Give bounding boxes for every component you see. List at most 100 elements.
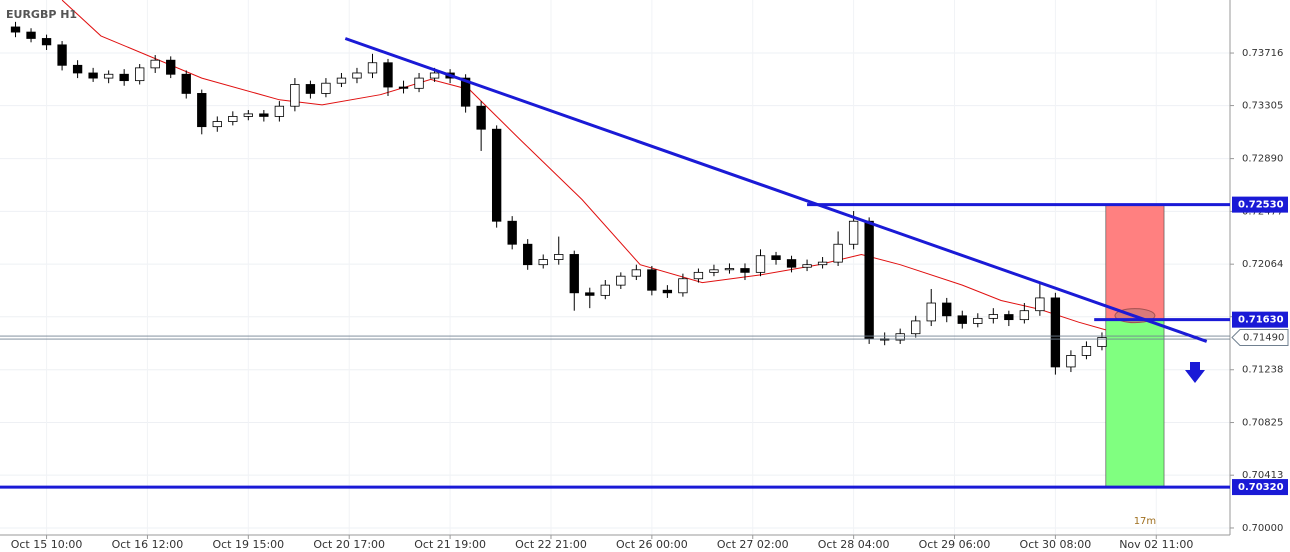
candle-body (1004, 314, 1014, 321)
candle-body (755, 255, 766, 273)
candle-body (786, 259, 797, 268)
candle-body (212, 121, 222, 128)
x-tick-label: Oct 29 06:00 (919, 538, 991, 551)
x-tick-label: Oct 30 08:00 (1020, 538, 1092, 551)
candle-body (10, 26, 21, 33)
level-label: 0.70320 (1238, 482, 1284, 493)
plot (10, 0, 1165, 488)
x-tick-label: Nov 02 11:00 (1119, 538, 1193, 551)
y-tick-label: 0.71238 (1242, 365, 1283, 376)
stop-zone (1105, 204, 1165, 320)
candle-body (771, 255, 781, 260)
candle-body (848, 220, 859, 245)
level-label: 0.72530 (1238, 200, 1284, 211)
candle-body (631, 269, 642, 277)
candle-body (491, 128, 502, 222)
candle-body (724, 268, 735, 271)
candle-body (802, 264, 812, 268)
level-label-box (1231, 329, 1289, 347)
candle-body (740, 268, 750, 273)
sell-arrow (1185, 362, 1205, 383)
candle-body (476, 105, 486, 130)
candle-body (1035, 297, 1045, 312)
candle-body (181, 73, 191, 94)
y-tick-label: 0.70000 (1242, 523, 1283, 534)
candle-body (942, 302, 952, 317)
trendline (344, 37, 1208, 343)
candle-body (321, 82, 331, 94)
candle-body (259, 113, 269, 117)
x-tick-label: Oct 20 17:00 (313, 538, 385, 551)
x-tick-label: Oct 16 12:00 (112, 538, 184, 551)
level-label: 0.71630 (1238, 315, 1284, 326)
candle-body (1066, 355, 1076, 368)
x-tick-label: Oct 28 04:00 (818, 538, 890, 551)
candle-body (398, 86, 409, 89)
level-label-box (1232, 479, 1288, 496)
candle-body (352, 72, 362, 79)
candle-body (367, 62, 378, 74)
candle-body (973, 317, 983, 324)
candle-body (103, 73, 114, 79)
candle-body (1097, 337, 1107, 347)
countdown: 17m (1134, 516, 1156, 527)
x-tick-label: Oct 22 21:00 (515, 538, 587, 551)
candle-body (523, 243, 533, 266)
candle-body (538, 259, 548, 266)
candle-body (569, 254, 579, 294)
candle-body (895, 333, 905, 341)
candle-body (1050, 297, 1061, 368)
y-tick-label: 0.73305 (1242, 101, 1283, 112)
candle-body (197, 93, 207, 128)
candle-body (864, 220, 874, 340)
candle-body (383, 62, 393, 88)
candle-body (166, 59, 176, 75)
candle-body (678, 278, 688, 294)
candle-body (1019, 310, 1030, 321)
candle-body (429, 72, 440, 79)
level-label-box (1232, 311, 1288, 328)
candle-body (709, 269, 719, 273)
candle-body (290, 84, 300, 107)
candle-body (600, 284, 610, 296)
candle-body (554, 254, 564, 260)
x-tick-label: Oct 21 19:00 (414, 538, 486, 551)
candle-body (336, 77, 347, 84)
candle-body (88, 72, 98, 79)
candle-body (507, 220, 517, 245)
candle-body (1081, 346, 1092, 356)
y-tick-label: 0.73716 (1242, 48, 1283, 59)
level-label-box (1232, 196, 1288, 213)
level-label: 0.71490 (1243, 333, 1284, 344)
candle-body (41, 38, 52, 46)
x-tick-label: Oct 27 02:00 (717, 538, 789, 551)
candle-body (833, 243, 843, 263)
candle-body (26, 31, 36, 39)
candle-body (911, 320, 921, 335)
x-tick-label: Oct 19 15:00 (212, 538, 284, 551)
candle-body (150, 59, 160, 69)
candle-body (585, 292, 595, 296)
y-tick-label: 0.72064 (1242, 259, 1283, 270)
chart-title: EURGBP H1 (6, 8, 77, 21)
y-tick-label: 0.70825 (1242, 418, 1283, 429)
candle-body (119, 73, 129, 82)
x-tick-label: Oct 15 10:00 (11, 538, 83, 551)
candle-body (460, 77, 471, 107)
candle-body (988, 314, 998, 319)
candle-body (135, 67, 145, 82)
candle-body (414, 77, 424, 89)
candle-body (817, 261, 828, 266)
candle-body (72, 64, 83, 74)
x-tick-label: Oct 26 00:00 (616, 538, 688, 551)
target-zone (1105, 319, 1165, 488)
candle-body (305, 84, 316, 94)
candle-body (693, 271, 704, 280)
candle-body (57, 44, 67, 66)
y-tick-label: 0.70413 (1242, 470, 1283, 481)
candle-body (662, 289, 673, 294)
candle-body (274, 105, 285, 117)
candle-body (926, 302, 936, 322)
